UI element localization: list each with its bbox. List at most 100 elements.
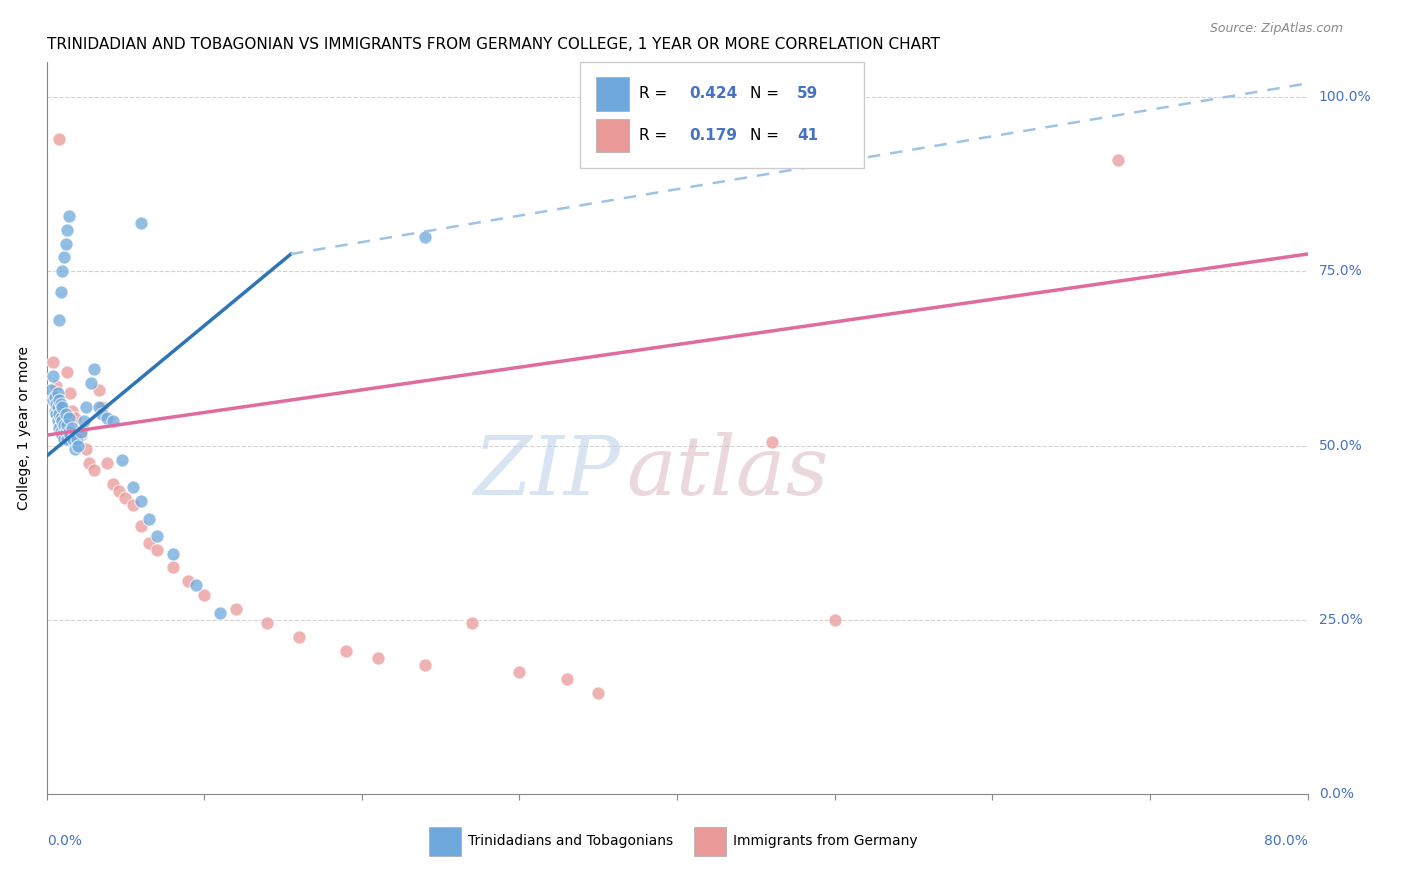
- Point: [55, 425, 77, 439]
- Point: [122, 480, 145, 494]
- Point: [70, 425, 93, 439]
- Point: [588, 686, 610, 700]
- Point: [45, 379, 67, 393]
- Point: [146, 529, 169, 543]
- Point: [59, 386, 82, 401]
- Point: [508, 665, 530, 679]
- Text: 80.0%: 80.0%: [1264, 834, 1308, 848]
- Point: [256, 616, 278, 631]
- Point: [413, 658, 436, 673]
- Point: [77, 456, 100, 470]
- Point: [58, 410, 80, 425]
- Point: [59, 428, 82, 442]
- Text: N =: N =: [751, 128, 785, 143]
- Point: [335, 644, 357, 658]
- Point: [44, 390, 66, 404]
- Text: Source: ZipAtlas.com: Source: ZipAtlas.com: [1209, 22, 1343, 36]
- Text: 0.179: 0.179: [690, 128, 738, 143]
- Point: [49, 425, 72, 439]
- Point: [65, 432, 87, 446]
- Point: [55, 236, 77, 251]
- Point: [96, 456, 118, 470]
- Point: [48, 313, 70, 327]
- Text: Trinidadians and Tobagonians: Trinidadians and Tobagonians: [468, 834, 673, 848]
- Text: atlas: atlas: [627, 432, 830, 512]
- Point: [48, 407, 70, 421]
- Point: [162, 560, 184, 574]
- Point: [108, 483, 131, 498]
- Point: [55, 407, 77, 421]
- Point: [73, 414, 96, 428]
- Point: [53, 417, 76, 432]
- Point: [114, 491, 136, 505]
- Point: [83, 463, 105, 477]
- Point: [48, 393, 70, 408]
- Point: [49, 285, 72, 300]
- Point: [90, 407, 112, 421]
- Point: [413, 229, 436, 244]
- Point: [51, 428, 73, 442]
- Point: [41, 383, 63, 397]
- Point: [58, 425, 80, 439]
- Text: R =: R =: [640, 87, 672, 102]
- Text: 59: 59: [797, 87, 818, 102]
- Point: [824, 613, 846, 627]
- Point: [51, 401, 73, 415]
- Point: [555, 672, 578, 686]
- Text: 41: 41: [797, 128, 818, 143]
- FancyBboxPatch shape: [581, 62, 863, 169]
- Point: [51, 407, 73, 421]
- Point: [53, 251, 76, 265]
- Point: [60, 403, 83, 417]
- Point: [101, 476, 124, 491]
- Text: N =: N =: [751, 87, 785, 102]
- Text: 0.424: 0.424: [690, 87, 738, 102]
- Point: [67, 425, 90, 439]
- FancyBboxPatch shape: [429, 827, 461, 856]
- Point: [87, 401, 110, 415]
- Text: 0.0%: 0.0%: [1319, 787, 1354, 801]
- Point: [193, 588, 215, 602]
- Point: [96, 410, 118, 425]
- Text: 25.0%: 25.0%: [1319, 613, 1362, 627]
- Point: [46, 401, 69, 415]
- Point: [186, 578, 208, 592]
- Text: 75.0%: 75.0%: [1319, 264, 1362, 278]
- Text: 50.0%: 50.0%: [1319, 439, 1362, 452]
- Point: [1107, 153, 1129, 167]
- Point: [177, 574, 200, 589]
- Point: [80, 376, 103, 390]
- Point: [42, 368, 65, 383]
- Point: [51, 414, 73, 428]
- Text: R =: R =: [640, 128, 672, 143]
- Text: TRINIDADIAN AND TOBAGONIAN VS IMMIGRANTS FROM GERMANY COLLEGE, 1 YEAR OR MORE CO: TRINIDADIAN AND TOBAGONIAN VS IMMIGRANTS…: [46, 37, 939, 52]
- Point: [129, 494, 152, 508]
- FancyBboxPatch shape: [693, 827, 727, 856]
- Point: [63, 410, 86, 425]
- Point: [75, 401, 97, 415]
- Point: [90, 401, 112, 415]
- Point: [111, 452, 134, 467]
- Point: [162, 547, 184, 561]
- Y-axis label: College, 1 year or more: College, 1 year or more: [17, 346, 31, 510]
- Point: [225, 602, 247, 616]
- Point: [56, 222, 79, 236]
- Point: [75, 442, 97, 456]
- Point: [51, 264, 73, 278]
- Point: [62, 432, 84, 446]
- Point: [55, 425, 77, 439]
- Point: [367, 651, 389, 665]
- Point: [138, 512, 160, 526]
- Point: [63, 442, 86, 456]
- Point: [56, 417, 79, 432]
- Point: [56, 366, 79, 380]
- Point: [83, 362, 105, 376]
- Text: ZIP: ZIP: [474, 432, 620, 512]
- Point: [49, 403, 72, 417]
- Text: 0.0%: 0.0%: [46, 834, 82, 848]
- Text: 100.0%: 100.0%: [1319, 90, 1371, 104]
- Point: [129, 216, 152, 230]
- Point: [45, 407, 67, 421]
- Point: [122, 498, 145, 512]
- Point: [138, 536, 160, 550]
